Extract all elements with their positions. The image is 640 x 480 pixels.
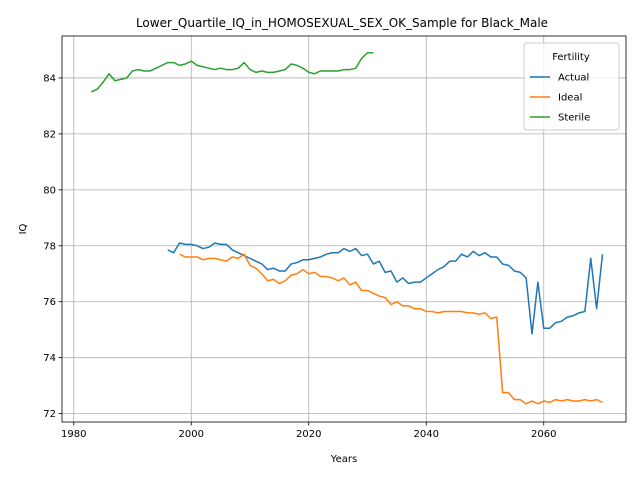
legend-label-actual: Actual [558,73,589,84]
legend-title: Fertility [552,52,590,63]
x-tick-label: 2060 [531,429,556,440]
x-axis-label: Years [330,454,357,465]
axis-ticks: 1980 2000 2020 2040 2060 72 74 76 78 80 82 84 [43,73,556,440]
legend-label-sterile: Sterile [558,113,590,124]
y-tick-label: 80 [43,185,56,196]
series-line-sterile [91,52,374,93]
y-tick-label: 78 [43,241,56,252]
grid [62,36,626,422]
x-tick-label: 2040 [414,429,439,440]
chart-title: Lower_Quartile_IQ_in_HOMOSEXUAL_SEX_OK_S… [136,16,548,30]
y-tick-label: 76 [43,297,56,308]
series-lines [91,52,604,405]
series-line-actual [167,242,604,335]
legend: Fertility Actual Ideal Sterile [523,42,620,131]
y-tick-label: 84 [43,73,56,84]
series-line-ideal [179,253,603,405]
x-tick-label: 2000 [179,429,204,440]
y-axis-label: IQ [18,223,29,234]
y-tick-label: 82 [43,129,56,140]
y-tick-label: 72 [43,409,56,420]
x-tick-label: 1980 [61,429,86,440]
plot-frame [61,35,627,423]
legend-label-ideal: Ideal [558,93,582,104]
x-tick-label: 2020 [296,429,321,440]
legend-box [523,42,620,131]
y-tick-label: 74 [43,353,56,364]
